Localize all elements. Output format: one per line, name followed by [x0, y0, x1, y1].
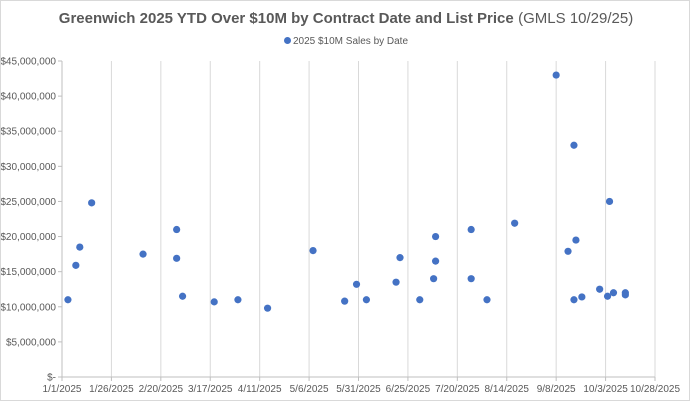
data-point: [511, 219, 519, 227]
legend-marker: [283, 37, 291, 44]
data-point: [467, 275, 475, 283]
x-tick-label: 10/28/2025: [630, 384, 680, 395]
data-point: [572, 236, 580, 244]
data-point: [596, 285, 604, 293]
data-point: [263, 304, 272, 312]
data-point: [621, 291, 629, 299]
data-point: [570, 141, 578, 149]
data-point: [178, 292, 187, 300]
y-axis-tick-labels: $- $5,000,000 $10,000,000 $15,000,000 $20,00…: [1, 57, 56, 384]
x-tick-label: 3/17/2025: [188, 384, 233, 395]
y-tick-label: $20,000,000: [1, 232, 56, 243]
y-tick-label: $45,000,000: [1, 57, 56, 68]
y-tick-label: $30,000,000: [1, 162, 56, 173]
y-tick-label: $5,000,000: [6, 337, 56, 348]
y-tick-label: $35,000,000: [1, 127, 56, 138]
chart-title-main: Greenwich 2025 YTD Over $10M by Contract…: [58, 10, 514, 27]
data-point: [88, 199, 96, 207]
axes: [58, 60, 656, 381]
y-tick-label: $40,000,000: [1, 92, 56, 103]
data-point: [416, 296, 424, 304]
data-point: [173, 254, 181, 262]
data-point: [210, 298, 218, 306]
x-tick-label: 8/14/2025: [485, 384, 530, 395]
data-point: [352, 280, 361, 288]
x-tick-label: 1/26/2025: [89, 384, 134, 395]
data-point: [341, 297, 349, 305]
data-point: [467, 225, 475, 234]
data-point: [431, 232, 440, 241]
gridlines: [61, 61, 656, 377]
x-tick-label: 5/6/2025: [290, 384, 329, 395]
data-point: [430, 275, 438, 283]
data-point: [396, 254, 404, 262]
data-point: [603, 292, 612, 300]
data-points: [64, 71, 629, 312]
data-point: [234, 296, 242, 304]
x-tick-label: 9/8/2025: [537, 384, 576, 395]
y-tick-label: $-: [47, 373, 56, 384]
data-point: [570, 296, 578, 304]
data-point: [72, 261, 80, 269]
x-tick-label: 10/3/2025: [583, 384, 628, 395]
chart-title: Greenwich 2025 YTD Over $10M by Contract…: [1, 10, 690, 28]
data-point: [605, 197, 614, 206]
data-point: [392, 278, 400, 286]
data-point: [173, 225, 181, 234]
y-tick-label: $25,000,000: [1, 197, 56, 208]
data-point: [578, 293, 586, 301]
legend-label: 2025 $10M Sales by Date: [292, 36, 409, 47]
chart-legend: 2025 $10M Sales by Date: [1, 36, 690, 47]
x-axis-tick-labels: 1/1/2025 1/26/2025 2/20/2025 3/17/2025 4/11/…: [43, 384, 681, 395]
x-tick-label: 1/1/2025: [43, 384, 82, 395]
data-point: [552, 71, 560, 79]
data-point: [139, 250, 147, 258]
data-point: [564, 247, 572, 255]
data-point: [483, 296, 491, 304]
x-tick-label: 5/31/2025: [336, 384, 381, 395]
data-point: [64, 296, 72, 304]
x-tick-label: 4/11/2025: [238, 384, 282, 395]
data-point: [76, 243, 84, 251]
data-point: [309, 247, 317, 255]
y-tick-label: $10,000,000: [1, 302, 56, 313]
data-point: [362, 296, 371, 304]
x-tick-label: 7/20/2025: [435, 384, 480, 395]
x-tick-label: 6/25/2025: [386, 384, 431, 395]
data-point: [609, 289, 618, 297]
y-tick-label: $15,000,000: [1, 267, 56, 278]
chart-subtitle: (GMLS 10/29/25): [518, 10, 634, 27]
x-tick-label: 2/20/2025: [139, 384, 184, 395]
data-point: [431, 257, 440, 265]
